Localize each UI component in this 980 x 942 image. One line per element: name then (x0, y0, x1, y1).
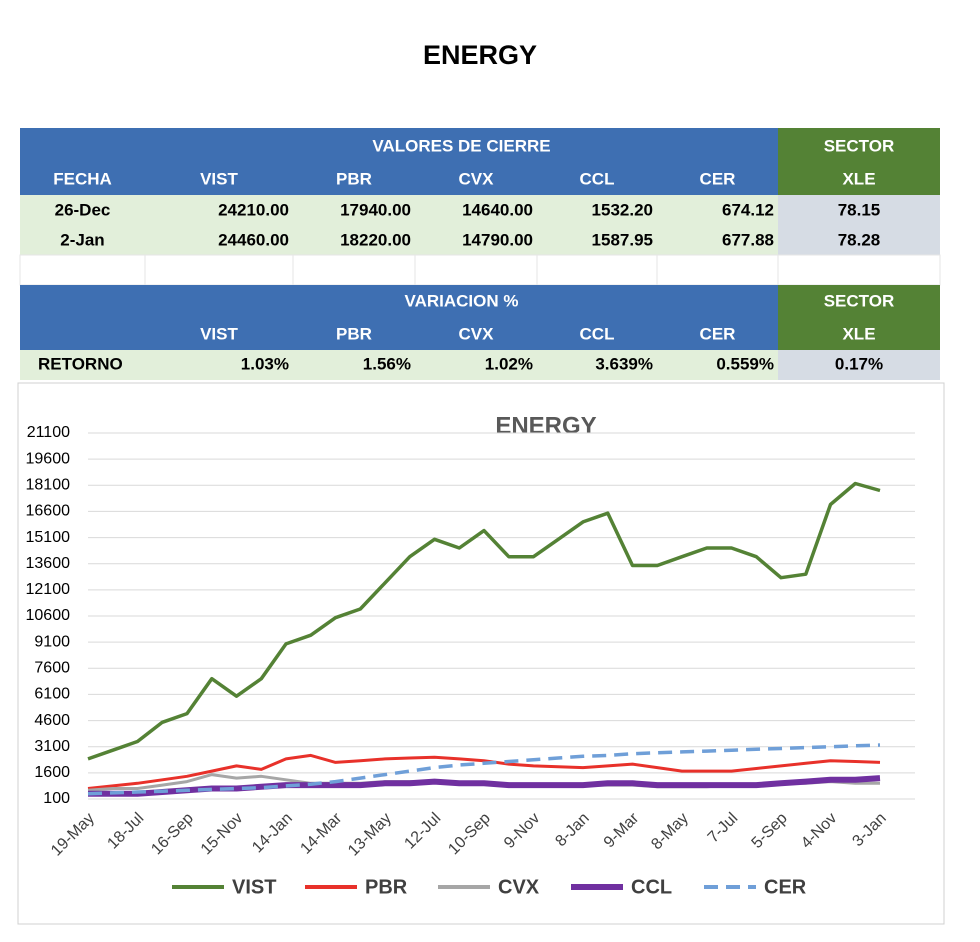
legend-label: CCL (631, 876, 672, 898)
y-tick-label: 21100 (27, 424, 70, 441)
column-header: CER (700, 324, 736, 343)
y-tick-label: 100 (43, 790, 70, 807)
y-tick-label: 19600 (26, 450, 71, 467)
sector-header-bg (778, 285, 940, 350)
table-cell: 1587.95 (592, 230, 653, 249)
table-cell: 14640.00 (462, 200, 533, 219)
y-tick-label: 7600 (34, 660, 70, 677)
legend-label: CVX (498, 876, 540, 898)
row-bg (20, 350, 778, 380)
y-tick-label: 13600 (26, 555, 71, 572)
table-cell: 26-Dec (55, 200, 111, 219)
y-tick-label: 3100 (34, 738, 70, 755)
table-cell: 2-Jan (60, 230, 104, 249)
table-cell: 17940.00 (340, 200, 411, 219)
legend-label: VIST (232, 876, 276, 898)
column-header: CCL (580, 169, 615, 188)
table-cell: RETORNO (38, 354, 123, 373)
series-line (87, 481, 881, 761)
y-tick-label: 12100 (26, 581, 71, 598)
header-bg (20, 285, 778, 350)
legend-label: CER (764, 876, 807, 898)
table-cell: 24210.00 (218, 200, 289, 219)
sector-header: SECTOR (824, 291, 895, 310)
column-header: XLE (842, 169, 875, 188)
column-header: FECHA (53, 169, 112, 188)
table-cell: 1.56% (363, 354, 411, 373)
y-tick-label: 16600 (26, 503, 71, 520)
column-header: CVX (459, 169, 495, 188)
column-header: CCL (580, 324, 615, 343)
page-title: ENERGY (423, 40, 537, 70)
table-cell: 1.02% (485, 354, 533, 373)
table-cell: 78.15 (838, 200, 881, 219)
y-tick-label: 4600 (34, 712, 70, 729)
group-header: VARIACION % (405, 291, 519, 310)
table-cell: 677.88 (722, 230, 774, 249)
column-header: VIST (200, 324, 238, 343)
table-cell: 18220.00 (340, 230, 411, 249)
column-header: CVX (459, 324, 495, 343)
table-cell: 0.17% (835, 354, 883, 373)
chart-frame (17, 382, 945, 925)
series-line (87, 753, 881, 790)
y-tick-label: 9100 (34, 633, 70, 650)
sector-cell-bg (778, 350, 940, 380)
table-cell: 78.28 (838, 230, 881, 249)
column-header: PBR (336, 169, 372, 188)
y-tick-label: 10600 (26, 607, 71, 624)
legend-label: PBR (365, 876, 408, 898)
sector-header-bg (778, 128, 940, 195)
blank-row (19, 254, 941, 286)
y-tick-label: 18100 (26, 477, 71, 494)
table-cell: 0.559% (716, 354, 774, 373)
y-tick-label: 1600 (34, 764, 70, 781)
row-bg (20, 225, 778, 255)
table-cell: 674.12 (722, 200, 774, 219)
y-tick-label: 6100 (34, 686, 70, 703)
column-header: XLE (842, 324, 875, 343)
group-header: VALORES DE CIERRE (372, 136, 550, 155)
column-header: CER (700, 169, 736, 188)
table-cell: 3.639% (595, 354, 653, 373)
table-cell: 1532.20 (592, 200, 653, 219)
sector-header: SECTOR (824, 136, 895, 155)
chart-title: ENERGY (495, 412, 596, 439)
table-cell: 1.03% (241, 354, 289, 373)
sector-cell-bg (778, 225, 940, 255)
column-header: VIST (200, 169, 238, 188)
sector-cell-bg (778, 195, 940, 225)
series-line (87, 743, 881, 796)
row-bg (20, 195, 778, 225)
header-bg (20, 128, 778, 195)
y-tick-label: 15100 (26, 529, 71, 546)
table-cell: 14790.00 (462, 230, 533, 249)
column-header: PBR (336, 324, 372, 343)
table-cell: 24460.00 (218, 230, 289, 249)
